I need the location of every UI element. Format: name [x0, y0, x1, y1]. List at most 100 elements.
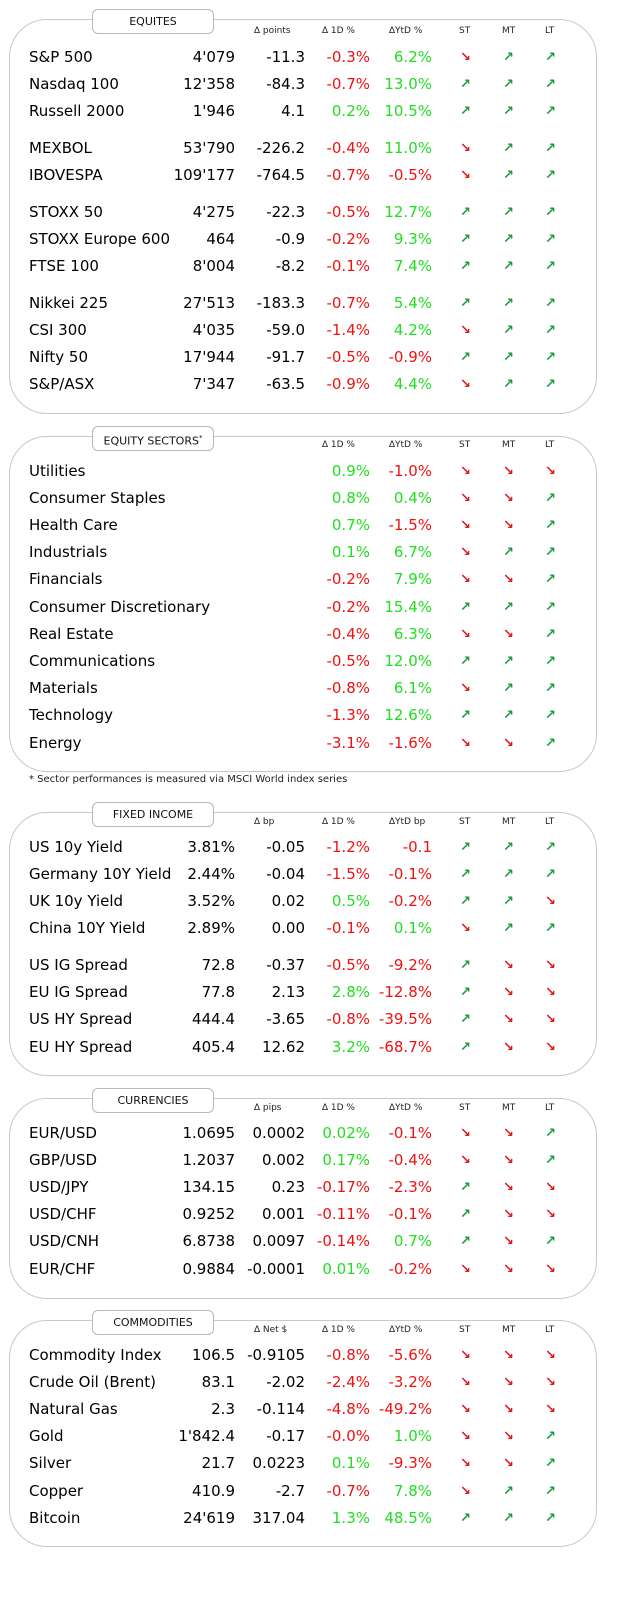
table-row: EU HY Spread 405.4 12.62 3.2% -68.7% ↗ ↘ ↘	[0, 1034, 619, 1061]
arrow-down-right-icon: ↘	[460, 168, 471, 183]
table-row: MEXBOL 53'790 -226.2 -0.4% 11.0% ↘ ↗ ↗	[0, 135, 619, 162]
cell-change: -0.04	[266, 865, 305, 883]
arrow-down-right-icon: ↘	[545, 464, 556, 479]
arrow-down-right-icon: ↘	[503, 958, 514, 973]
cell-level: 2.3	[211, 1400, 235, 1418]
cell-level: 444.4	[192, 1010, 235, 1028]
cell-name: Technology	[29, 706, 114, 724]
cell-ytd: -9.3%	[388, 1454, 432, 1472]
cell-ytd: -0.2%	[388, 892, 432, 910]
arrow-down-right-icon: ↘	[503, 1207, 514, 1222]
commodities-header-lt: LT	[545, 1325, 555, 1335]
arrow-down-right-icon: ↘	[503, 1234, 514, 1249]
arrow-up-right-icon: ↗	[545, 50, 556, 65]
sectors-title-text: EQUITY SECTORS	[103, 434, 199, 448]
arrow-up-right-icon: ↗	[503, 840, 514, 855]
cell-change: -84.3	[266, 75, 305, 93]
arrow-up-right-icon: ↗	[460, 1040, 471, 1055]
arrow-down-right-icon: ↘	[460, 491, 471, 506]
arrow-down-right-icon: ↘	[460, 1262, 471, 1277]
table-row: EU IG Spread 77.8 2.13 2.8% -12.8% ↗ ↘ ↘	[0, 979, 619, 1006]
sectors-title-mark: *	[198, 434, 203, 442]
arrow-down-right-icon: ↘	[460, 681, 471, 696]
cell-change: -2.7	[275, 1482, 305, 1500]
cell-change: -0.0001	[247, 1260, 305, 1278]
cell-ytd: 7.9%	[393, 570, 432, 588]
table-row: Nifty 50 17'944 -91.7 -0.5% -0.9% ↗ ↗ ↗	[0, 344, 619, 371]
cell-ytd: -0.1%	[388, 1205, 432, 1223]
cell-d1: -0.5%	[326, 956, 370, 974]
cell-ytd: -49.2%	[378, 1400, 432, 1418]
currencies-header-value: ∆ pips	[254, 1103, 282, 1113]
arrow-up-right-icon: ↗	[503, 377, 514, 392]
arrow-up-right-icon: ↗	[460, 232, 471, 247]
cell-d1: -0.9%	[326, 375, 370, 393]
arrow-up-right-icon: ↗	[460, 708, 471, 723]
cell-ytd: -0.1%	[388, 865, 432, 883]
cell-level: 7'347	[192, 375, 235, 393]
table-row: STOXX Europe 600 464 -0.9 -0.2% 9.3% ↗ ↗ ↗	[0, 226, 619, 253]
arrow-up-right-icon: ↗	[545, 840, 556, 855]
cell-change: 0.00	[271, 919, 305, 937]
arrow-up-right-icon: ↗	[503, 50, 514, 65]
arrow-down-right-icon: ↘	[545, 894, 556, 909]
table-row: S&P/ASX 7'347 -63.5 -0.9% 4.4% ↘ ↗ ↗	[0, 371, 619, 398]
cell-level: 1'842.4	[178, 1427, 235, 1445]
arrow-up-right-icon: ↗	[460, 1207, 471, 1222]
arrow-down-right-icon: ↘	[503, 518, 514, 533]
table-row: Crude Oil (Brent) 83.1 -2.02 -2.4% -3.2% ↘ ↘ ↘	[0, 1369, 619, 1396]
cell-change: -63.5	[266, 375, 305, 393]
cell-ytd: 0.4%	[393, 489, 432, 507]
cell-d1: 1.3%	[331, 1509, 370, 1527]
cell-name: Financials	[29, 570, 103, 588]
cell-ytd: -1.0%	[388, 462, 432, 480]
cell-ytd: -3.2%	[388, 1373, 432, 1391]
cell-name: Copper	[29, 1482, 84, 1500]
cell-name: Germany 10Y Yield	[29, 865, 172, 883]
sectors-header-mt: MT	[502, 440, 516, 450]
arrow-up-right-icon: ↗	[503, 141, 514, 156]
cell-d1: 0.01%	[322, 1260, 370, 1278]
commodities-panel	[9, 1320, 597, 1547]
fixed-income-panel	[9, 812, 597, 1076]
cell-name: Materials	[29, 679, 98, 697]
cell-level: 3.52%	[187, 892, 235, 910]
cell-name: Real Estate	[29, 625, 114, 643]
cell-name: FTSE 100	[29, 257, 99, 275]
cell-change: -91.7	[266, 348, 305, 366]
arrow-down-right-icon: ↘	[460, 736, 471, 751]
cell-name: Nasdaq 100	[29, 75, 119, 93]
arrow-up-right-icon: ↗	[545, 491, 556, 506]
arrow-down-right-icon: ↘	[460, 1126, 471, 1141]
cell-d1: -0.7%	[326, 75, 370, 93]
currencies-header-mt: MT	[502, 1103, 516, 1113]
cell-ytd: -0.1	[402, 838, 432, 856]
equities-title: EQUITES	[92, 9, 214, 34]
table-row: S&P 500 4'079 -11.3 -0.3% 6.2% ↘ ↗ ↗	[0, 44, 619, 71]
sectors-header-lt: LT	[545, 440, 555, 450]
cell-d1: -0.2%	[326, 230, 370, 248]
cell-level: 0.9884	[182, 1260, 236, 1278]
commodities-header-d1: ∆ 1D %	[322, 1325, 355, 1335]
arrow-down-right-icon: ↘	[503, 736, 514, 751]
currencies-panel	[9, 1098, 597, 1299]
cell-level: 1.0695	[182, 1124, 236, 1142]
cell-ytd: 12.6%	[384, 706, 432, 724]
table-row: Utilities 0.9% -1.0% ↘ ↘ ↘	[0, 458, 619, 485]
cell-ytd: -0.5%	[388, 166, 432, 184]
arrow-up-right-icon: ↗	[503, 600, 514, 615]
table-row: GBP/USD 1.2037 0.002 0.17% -0.4% ↘ ↘ ↗	[0, 1147, 619, 1174]
arrow-down-right-icon: ↘	[503, 1012, 514, 1027]
cell-d1: -0.3%	[326, 48, 370, 66]
cell-d1: -0.8%	[326, 1010, 370, 1028]
arrow-up-right-icon: ↗	[545, 921, 556, 936]
cell-name: EUR/CHF	[29, 1260, 96, 1278]
arrow-down-right-icon: ↘	[545, 1040, 556, 1055]
cell-name: Bitcoin	[29, 1509, 81, 1527]
table-row: Bitcoin 24'619 317.04 1.3% 48.5% ↗ ↗ ↗	[0, 1505, 619, 1532]
arrow-up-right-icon: ↗	[545, 77, 556, 92]
arrow-up-right-icon: ↗	[545, 1429, 556, 1444]
cell-name: US HY Spread	[29, 1010, 133, 1028]
arrow-up-right-icon: ↗	[503, 921, 514, 936]
cell-level: 0.9252	[182, 1205, 236, 1223]
